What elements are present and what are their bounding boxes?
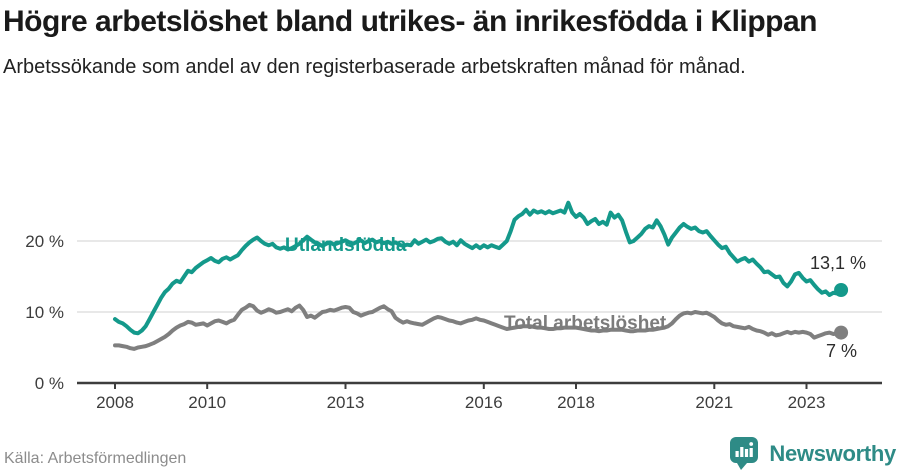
- end-dot-series-1: [834, 325, 849, 340]
- y-tick-label-20: 20 %: [25, 232, 64, 251]
- x-tick-label-2016: 2016: [465, 393, 503, 412]
- x-tick-label-2023: 2023: [788, 393, 826, 412]
- x-tick-label-2018: 2018: [557, 393, 595, 412]
- chart-subtitle: Arbetssökande som andel av den registerb…: [3, 56, 746, 78]
- chart-header: Högre arbetslöshet bland utrikes- än inr…: [3, 2, 897, 81]
- page-title: Högre arbetslöshet bland utrikes- än inr…: [3, 5, 818, 38]
- x-tick-label-2008: 2008: [96, 393, 134, 412]
- line-series-0: [113, 200, 844, 336]
- line-series-1: [113, 302, 844, 351]
- series-label-total-arbetsloshet: Total arbetslöshet: [504, 313, 667, 334]
- y-tick-label-10: 10 %: [25, 303, 64, 322]
- end-value-label-utlandsfodda: 13,1 %: [810, 253, 867, 273]
- series-label-utlandsfodda: Utlandsfödda: [285, 235, 407, 256]
- y-tick-label-0: 0 %: [35, 374, 64, 393]
- source-attribution: Källa: Arbetsförmedlingen: [4, 450, 187, 467]
- end-value-label-total: 7 %: [826, 341, 858, 361]
- newsworthy-logo[interactable]: Newsworthy: [729, 436, 896, 471]
- x-tick-label-2013: 2013: [327, 393, 365, 412]
- x-tick-label-2021: 2021: [695, 393, 733, 412]
- newsworthy-logo-icon: [730, 437, 759, 470]
- end-dot-series-0: [834, 282, 849, 297]
- x-tick-label-2010: 2010: [188, 393, 226, 412]
- newsworthy-logo-text: Newsworthy: [769, 440, 896, 466]
